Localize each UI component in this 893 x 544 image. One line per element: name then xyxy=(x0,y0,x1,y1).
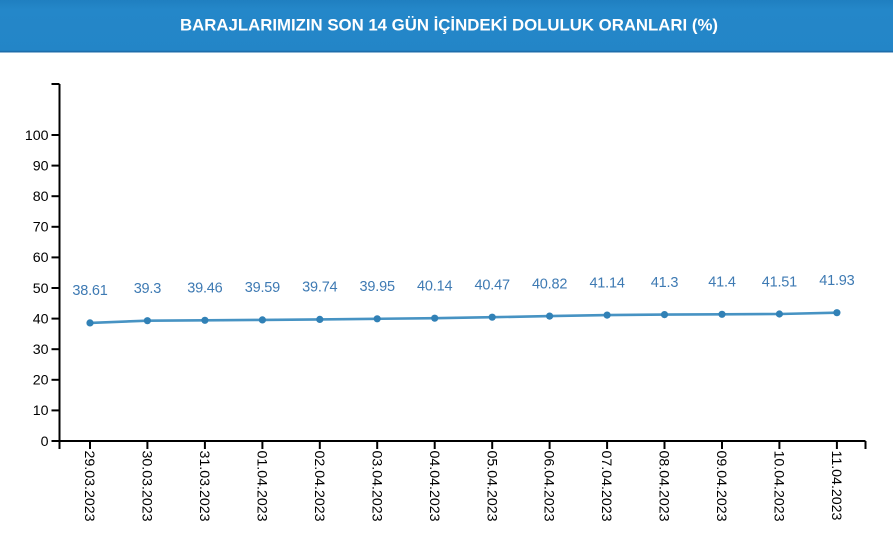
svg-text:40.82: 40.82 xyxy=(532,276,567,292)
svg-text:0: 0 xyxy=(41,434,49,450)
svg-text:40: 40 xyxy=(33,311,49,327)
svg-text:31.03.2023: 31.03.2023 xyxy=(196,451,212,522)
svg-text:100: 100 xyxy=(25,128,49,144)
svg-text:01.04.2023: 01.04.2023 xyxy=(254,451,270,522)
svg-text:08.04.2023: 08.04.2023 xyxy=(656,451,672,522)
svg-text:39.74: 39.74 xyxy=(302,280,337,296)
svg-text:40.47: 40.47 xyxy=(475,278,510,294)
svg-text:41.93: 41.93 xyxy=(819,273,854,289)
svg-text:03.04.2023: 03.04.2023 xyxy=(368,451,384,522)
svg-text:05.04.2023: 05.04.2023 xyxy=(483,451,499,522)
svg-text:30.03.2023: 30.03.2023 xyxy=(139,451,155,522)
svg-text:38.61: 38.61 xyxy=(72,283,107,299)
svg-text:41.4: 41.4 xyxy=(708,275,736,291)
svg-text:41.14: 41.14 xyxy=(589,275,624,291)
svg-text:41.51: 41.51 xyxy=(762,274,797,290)
svg-text:39.3: 39.3 xyxy=(134,281,162,297)
svg-text:41.3: 41.3 xyxy=(651,275,679,291)
svg-text:39.95: 39.95 xyxy=(360,279,395,295)
svg-text:39.59: 39.59 xyxy=(245,280,280,296)
svg-text:BARAJLARIMIZIN SON 14 GÜN İÇİN: BARAJLARIMIZIN SON 14 GÜN İÇİNDEKİ DOLUL… xyxy=(180,16,718,35)
svg-text:06.04.2023: 06.04.2023 xyxy=(541,451,557,522)
svg-text:09.04.2023: 09.04.2023 xyxy=(713,451,729,522)
svg-text:30: 30 xyxy=(33,342,49,358)
svg-text:40.14: 40.14 xyxy=(417,279,452,295)
svg-text:60: 60 xyxy=(33,250,49,266)
svg-text:04.04.2023: 04.04.2023 xyxy=(426,451,442,522)
svg-text:50: 50 xyxy=(33,281,49,297)
svg-text:90: 90 xyxy=(33,158,49,174)
svg-text:02.04.2023: 02.04.2023 xyxy=(311,451,327,522)
svg-text:20: 20 xyxy=(33,373,49,389)
svg-text:10.04.2023: 10.04.2023 xyxy=(771,451,787,522)
svg-text:70: 70 xyxy=(33,220,49,236)
svg-text:11.04.2023: 11.04.2023 xyxy=(828,451,844,521)
svg-text:07.04.2023: 07.04.2023 xyxy=(598,451,614,522)
svg-text:10: 10 xyxy=(33,403,49,419)
svg-text:29.03.2023: 29.03.2023 xyxy=(81,451,97,522)
svg-text:39.46: 39.46 xyxy=(187,281,222,297)
svg-text:80: 80 xyxy=(33,189,49,205)
